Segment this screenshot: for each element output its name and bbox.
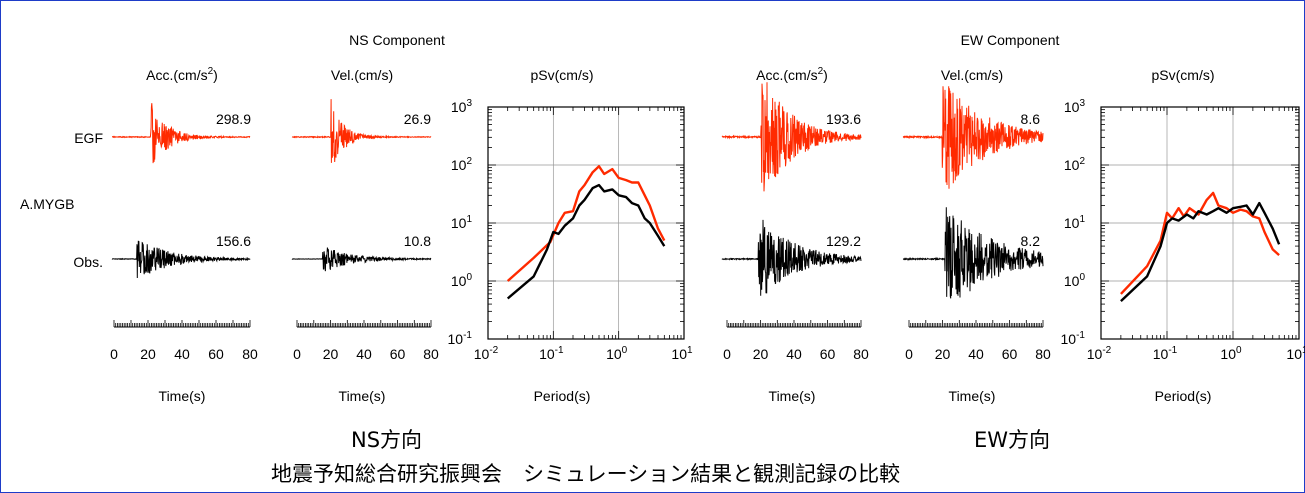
ns-acc-egf-peak: 298.9 [216,111,251,127]
ns-acc-time-tick-label: 60 [208,346,224,362]
ns-psv-ytick-label: 100 [451,272,473,289]
ew-psv-title: pSv(cm/s) [1152,67,1215,83]
chart-marks: 0 20 40 60 80 0 20 40 60 80 0 20 40 60 80 0 20 40 60 80 10-2… [110,82,1305,362]
ns-acc-time-tick-label: 40 [174,346,190,362]
ns-psv-ytick-label: 102 [451,156,473,173]
ns-acc-xlabel: Time(s) [159,388,206,404]
ew-psv-xlabel: Period(s) [1155,388,1212,404]
ew-acc-obs-trace [721,219,862,296]
ew-vel-time-tick-label: 40 [968,346,984,362]
ew-psv-xtick-label: 101 [1286,345,1305,362]
ns-vel-time-tick-label: 40 [356,346,372,362]
ns-vel-egf-trace [291,99,432,163]
ew-acc-time-tick-label: 40 [786,346,802,362]
ns-vel-time-tick-label: 60 [390,346,406,362]
ns-acc-title: Acc.(cm/s2) [146,66,218,83]
ns-psv-xtick-label: 10-2 [474,345,499,362]
ns-psv-series-egf [506,165,666,282]
ns-acc-egf-trace [112,103,251,164]
ew-psv-series-obs [1120,201,1281,302]
ns-vel-obs-peak: 10.8 [404,233,431,249]
ew-psv-plot-frame [1100,106,1300,340]
ns-vel-title: Vel.(cm/s) [331,67,393,83]
ns-acc-obs-trace [111,240,251,279]
ew-vel-egf-trace [902,86,1044,189]
ns-acc-time-tick-label: 0 [110,346,118,362]
ew-acc-time-tick-label: 0 [723,346,731,362]
ew-acc-time-tick-label: 20 [753,346,769,362]
ew-vel-time-tick-label: 20 [935,346,951,362]
ns-acc-time-tick-label: 20 [140,346,156,362]
ew-vel-time-tick-label: 0 [905,346,913,362]
ew-vel-obs-peak: 8.2 [1021,233,1041,249]
ew-vel-title: Vel.(cm/s) [941,67,1003,83]
ns-vel-time-tick-label: 20 [323,346,339,362]
ew-vel-xlabel: Time(s) [949,388,996,404]
ns-psv-series-obs [506,183,666,300]
ns-acc-time-tick-label: 80 [242,346,258,362]
ns-component-title: NS Component [349,32,445,48]
ns-acc-obs-peak: 156.6 [216,233,251,249]
ns-psv-plot-frame [487,106,685,340]
ns-vel-obs-trace [291,247,432,272]
ns-psv-title: pSv(cm/s) [531,67,594,83]
ew-psv-ytick-label: 100 [1064,272,1086,289]
ew-psv-ytick-label: 102 [1064,156,1086,173]
ns-vel-time-tick-label: 80 [423,346,439,362]
row-label-obs: Obs. [73,254,103,270]
ew-acc-time-tick-label: 80 [853,346,869,362]
ns-vel-time-tick-label: 0 [293,346,301,362]
caption-ns: NS方向 [351,428,423,452]
ew-component-title: EW Component [961,32,1060,48]
ew-acc-title: Acc.(cm/s2) [756,66,828,83]
ns-psv-xtick-label: 101 [671,345,693,362]
ew-acc-egf-trace [721,82,862,192]
ew-psv-xtick-label: 100 [1220,345,1242,362]
ns-psv-ytick-label: 103 [451,98,473,115]
caption-ew: EW方向 [974,428,1051,452]
ns-vel-xlabel: Time(s) [339,388,386,404]
ew-vel-time-tick-label: 80 [1035,346,1051,362]
row-label-egf: EGF [74,130,103,146]
ns-psv-ytick-label: 101 [451,214,473,231]
ns-psv-ytick-label: 10-1 [448,330,473,347]
ns-psv-xlabel: Period(s) [534,388,591,404]
ew-acc-time-tick-label: 60 [820,346,836,362]
ew-psv-xtick-label: 10-2 [1087,345,1112,362]
ew-psv-ytick-label: 10-1 [1061,330,1086,347]
station-label: A.MYGB [20,196,74,212]
ns-vel-egf-peak: 26.9 [404,111,431,127]
ew-psv-ytick-label: 103 [1064,98,1086,115]
ew-vel-time-tick-label: 60 [1002,346,1018,362]
caption-main: 地震予知総合研究振興会 シミュレーション結果と観測記録の比較 [271,462,901,486]
ew-acc-xlabel: Time(s) [769,388,816,404]
ew-psv-xtick-label: 10-1 [1153,345,1178,362]
ns-psv-xtick-label: 100 [606,345,628,362]
ew-acc-obs-peak: 129.2 [826,233,861,249]
ew-vel-egf-peak: 8.6 [1021,111,1041,127]
ew-vel-obs-trace [902,207,1044,299]
ew-acc-egf-peak: 193.6 [826,111,861,127]
ew-psv-series-egf [1120,191,1280,295]
ew-psv-ytick-label: 101 [1064,214,1086,231]
ns-psv-xtick-label: 10-1 [539,345,564,362]
